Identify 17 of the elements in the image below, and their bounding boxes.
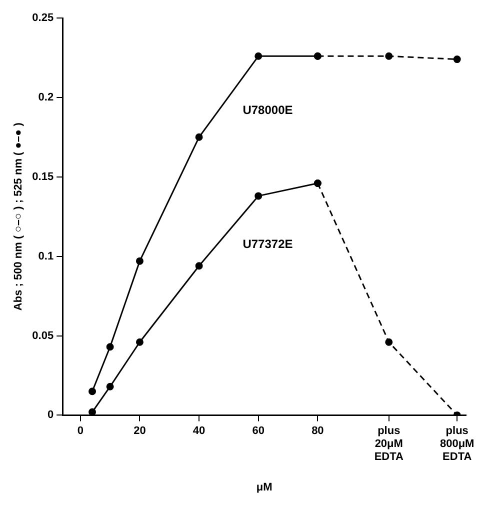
series-label: U78000E	[242, 102, 293, 117]
y-tick-label: 0.1	[38, 250, 54, 262]
y-tick-label: 0.2	[38, 91, 54, 104]
series-label: U77372E	[242, 237, 293, 252]
y-axis-title: Abs ; 500 nm ( ○–○ ) ; 525 nm ( ●–● )	[12, 122, 25, 311]
x-tick-label: plus 20μM EDTA	[374, 424, 404, 464]
x-tick-label: plus 800μM EDTA	[440, 424, 474, 464]
y-tick-label: 0.25	[32, 12, 54, 24]
x-tick-label: 40	[192, 424, 206, 437]
x-axis-title: μM	[256, 481, 272, 494]
x-tick-label: 0	[77, 424, 84, 437]
y-tick-label: 0	[47, 409, 54, 422]
y-tick-label: 0.15	[32, 170, 54, 183]
x-tick-label: 20	[134, 424, 146, 437]
y-tick-label: 0.05	[32, 330, 54, 342]
x-tick-label: 80	[312, 424, 324, 437]
x-tick-label: 60	[252, 424, 264, 437]
